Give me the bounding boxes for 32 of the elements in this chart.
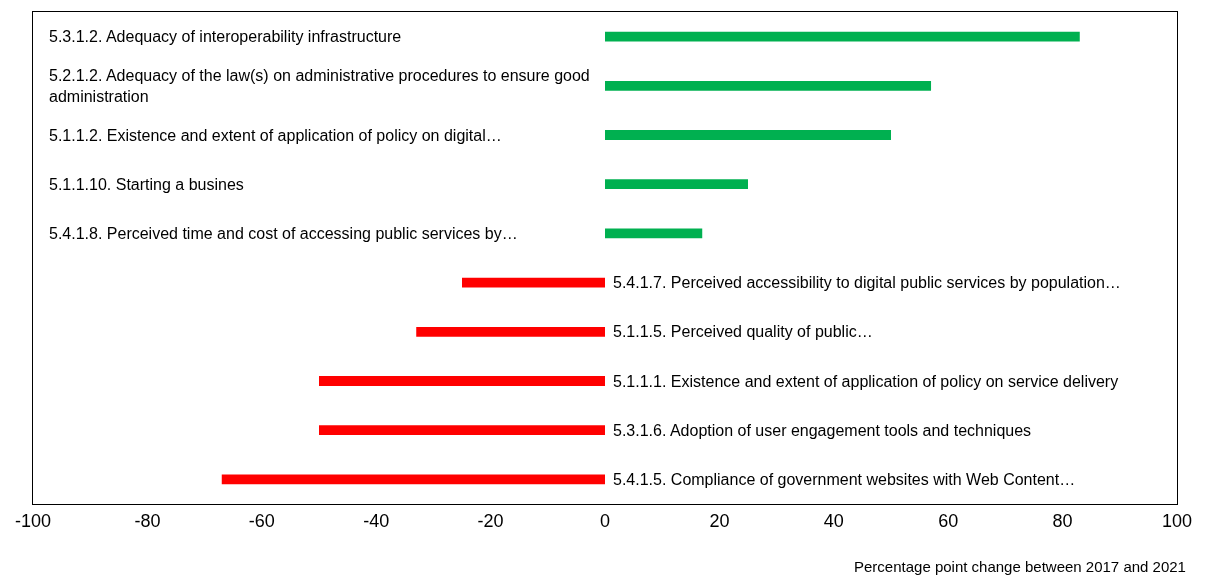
x-tick-label: 0 xyxy=(599,510,611,531)
y-tick-label: 5.4.1.5. Compliance of government websites with Web Content… xyxy=(613,471,1076,488)
bar xyxy=(605,228,703,239)
y-tick-label: 5.4.1.8. Perceived time and cost of accessing public services by… xyxy=(49,225,518,242)
bar xyxy=(605,80,932,91)
y-tick-label: 5.1.1.10. Starting a busines xyxy=(49,176,244,193)
y-tick-label: 5.1.1.1. Existence and extent of application of policy on service delivery xyxy=(613,373,1119,390)
y-tick-label: 5.1.1.5. Perceived quality of public… xyxy=(613,323,873,340)
bar xyxy=(605,130,891,140)
y-tick-label: 5.2.1.2. Adequacy of the law(s) on administrative procedures to ensure good administration xyxy=(49,67,590,105)
x-tick-label: 100 xyxy=(1161,510,1193,531)
bar xyxy=(416,326,605,337)
x-tick-label: -20 xyxy=(477,510,504,531)
y-tick-label: 5.1.1.2. Existence and extent of application of policy on digital… xyxy=(49,127,502,144)
x-tick-label: 80 xyxy=(1052,510,1073,531)
bar xyxy=(605,31,1080,42)
bar xyxy=(462,277,605,288)
x-tick-label: 60 xyxy=(938,510,959,531)
bar xyxy=(319,376,605,386)
bar xyxy=(221,474,605,485)
x-tick-label: -60 xyxy=(248,510,275,531)
bar xyxy=(319,425,605,436)
x-tick-label: 40 xyxy=(823,510,844,531)
x-tick-label: -40 xyxy=(363,510,390,531)
x-tick-label: 20 xyxy=(709,510,730,531)
x-tick-label: -80 xyxy=(134,510,161,531)
x-axis-title: Percentage point change between 2017 and 2021 xyxy=(854,558,1186,575)
y-tick-label: 5.3.1.2. Adequacy of interoperability infrastructure xyxy=(49,28,402,45)
x-tick-label: -100 xyxy=(14,510,52,531)
y-tick-label: 5.3.1.6. Adoption of user engagement tools and techniques xyxy=(613,422,1032,439)
y-tick-label: 5.4.1.7. Perceived accessibility to digital public services by population… xyxy=(613,274,1121,291)
bar xyxy=(605,179,748,190)
